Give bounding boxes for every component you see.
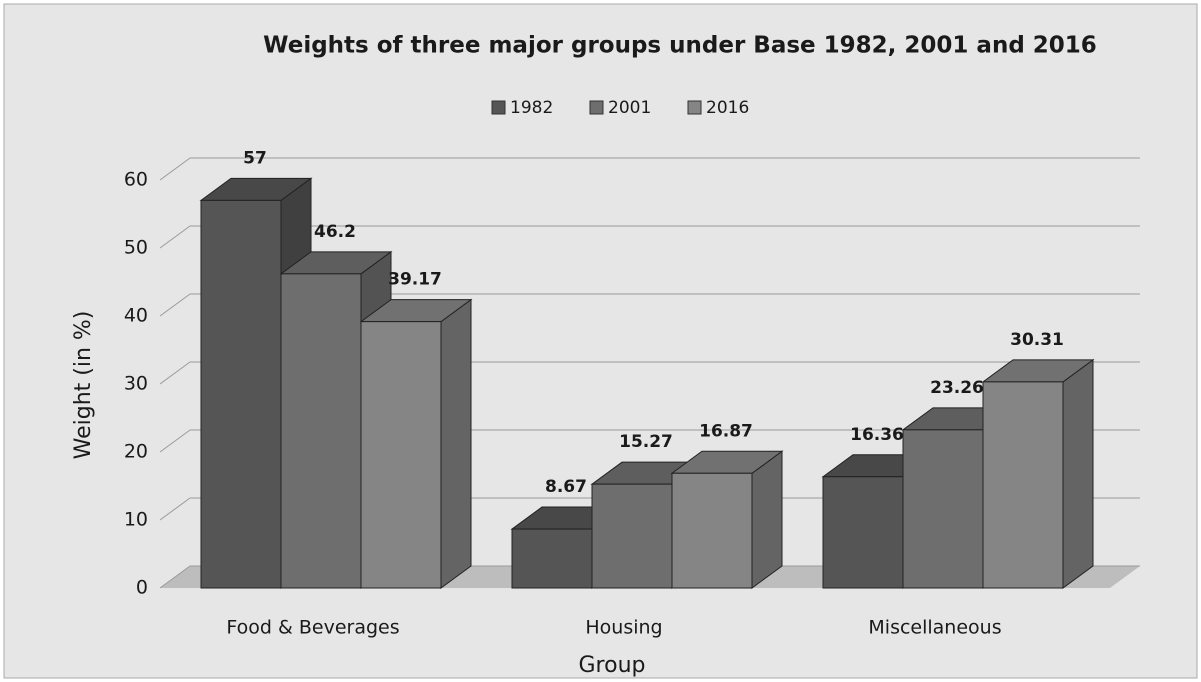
legend-label: 2016 <box>706 98 749 118</box>
grid-diagonal <box>159 361 191 385</box>
bar <box>982 381 1064 589</box>
bar <box>280 273 362 589</box>
grid-diagonal <box>159 429 191 453</box>
bar-side <box>751 450 783 589</box>
data-label: 15.27 <box>619 432 673 452</box>
chart-title: Weights of three major groups under Base… <box>263 33 1097 59</box>
x-tick-label: Housing <box>585 617 662 639</box>
grid-diagonal <box>159 565 191 589</box>
legend-label: 1982 <box>510 98 553 118</box>
data-label: 46.2 <box>314 222 356 242</box>
y-axis-title: Weight (in %) <box>71 311 96 460</box>
bar <box>671 472 753 589</box>
legend-swatch <box>491 100 506 115</box>
bar <box>822 476 904 589</box>
data-label: 57 <box>243 148 267 168</box>
y-tick-label: 0 <box>136 577 148 599</box>
bar <box>360 321 442 589</box>
x-tick-label: Food & Beverages <box>226 617 399 639</box>
legend-swatch <box>589 100 604 115</box>
bar-side <box>440 298 472 589</box>
y-tick-label: 20 <box>124 441 148 463</box>
x-axis-title: Group <box>579 653 646 678</box>
grid-diagonal <box>159 497 191 521</box>
grid-diagonal <box>159 293 191 317</box>
bar <box>511 528 593 589</box>
y-tick-label: 30 <box>124 373 148 395</box>
x-tick-label: Miscellaneous <box>868 617 1001 639</box>
y-tick-label: 40 <box>124 305 148 327</box>
y-tick-label: 60 <box>124 169 148 191</box>
data-label: 39.17 <box>388 270 442 290</box>
data-label: 16.87 <box>699 421 753 441</box>
y-tick-label: 10 <box>124 509 148 531</box>
legend-label: 2001 <box>608 98 651 118</box>
y-tick-label: 50 <box>124 237 148 259</box>
data-label: 23.26 <box>930 378 984 398</box>
grid-diagonal <box>159 225 191 249</box>
bar-side <box>1062 358 1094 589</box>
bar <box>591 483 673 589</box>
data-label: 30.31 <box>1010 330 1064 350</box>
data-label: 8.67 <box>545 477 587 497</box>
data-label: 16.36 <box>850 425 904 445</box>
bar <box>200 199 282 589</box>
legend-swatch <box>687 100 702 115</box>
bar <box>902 429 984 589</box>
grid-diagonal <box>159 157 191 181</box>
